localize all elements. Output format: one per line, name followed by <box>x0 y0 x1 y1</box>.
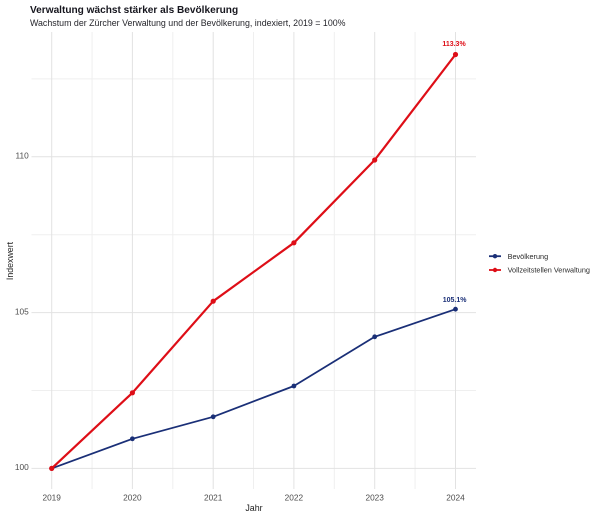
svg-text:2022: 2022 <box>285 493 304 503</box>
svg-text:2023: 2023 <box>365 493 384 503</box>
svg-text:110: 110 <box>15 151 29 161</box>
svg-text:2020: 2020 <box>123 493 142 503</box>
svg-text:Vollzeitstellen Verwaltung: Vollzeitstellen Verwaltung <box>508 266 590 275</box>
svg-text:Bevölkerung: Bevölkerung <box>508 252 549 261</box>
svg-text:100: 100 <box>15 462 29 472</box>
svg-text:2024: 2024 <box>446 493 465 503</box>
svg-text:2021: 2021 <box>204 493 223 503</box>
svg-text:105.1%: 105.1% <box>443 297 468 304</box>
svg-text:Jahr: Jahr <box>245 503 262 513</box>
svg-text:113.3%: 113.3% <box>442 41 466 48</box>
svg-text:Indexwert: Indexwert <box>5 241 15 280</box>
svg-text:Wachstum der Zürcher Verwaltun: Wachstum der Zürcher Verwaltung und der … <box>30 18 346 28</box>
svg-text:105: 105 <box>15 306 29 316</box>
svg-text:Verwaltung wächst stärker als: Verwaltung wächst stärker als Bevölkerun… <box>30 5 238 16</box>
svg-text:2019: 2019 <box>42 493 61 503</box>
